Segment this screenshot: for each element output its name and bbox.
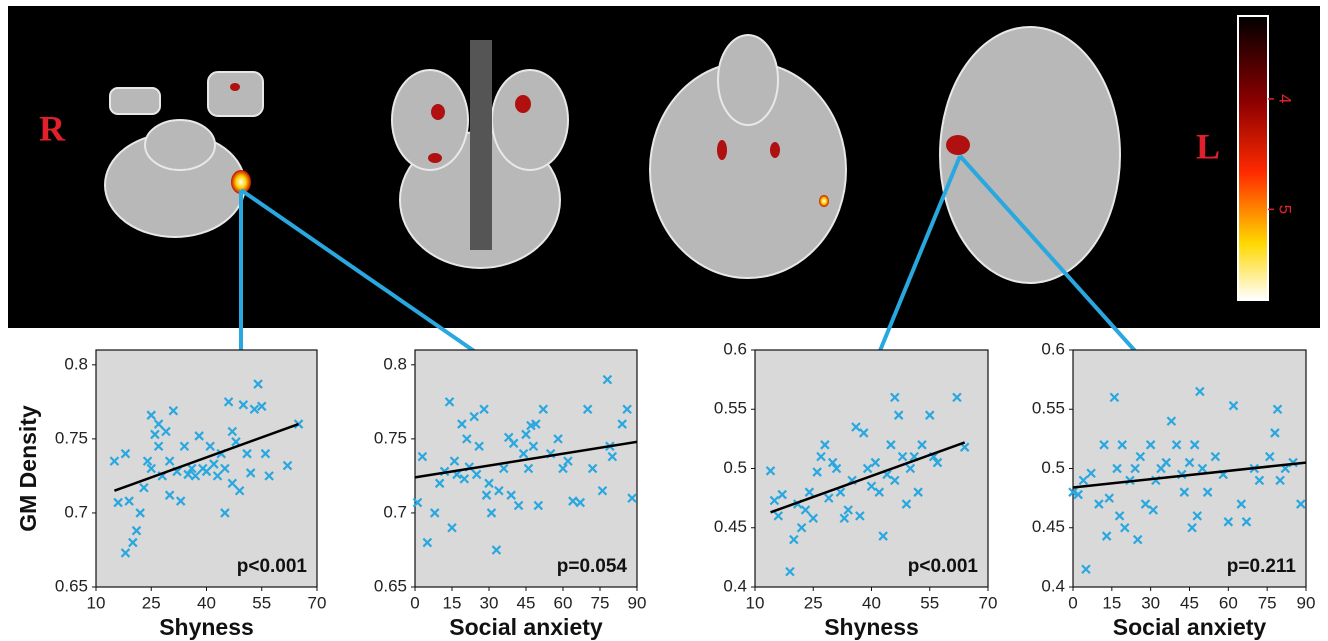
- x-tick-label: 30: [480, 593, 499, 612]
- y-tick-label: 0.5: [723, 458, 747, 477]
- x-tick-label: 90: [628, 593, 647, 612]
- y-tick-label: 0.8: [383, 354, 407, 373]
- x-tick-label: 45: [1180, 593, 1199, 612]
- x-tick-label: 25: [142, 593, 161, 612]
- y-axis-label: GM Density: [15, 405, 41, 532]
- x-tick-label: 40: [862, 593, 881, 612]
- colorbar: [1238, 16, 1268, 300]
- y-tick-label: 0.75: [55, 428, 88, 447]
- x-axis-label: Shyness: [159, 614, 254, 640]
- y-tick-label: 0.4: [723, 576, 747, 595]
- x-tick-label: 70: [979, 593, 998, 612]
- brain-panel: R L: [8, 6, 1320, 328]
- y-tick-label: 0.6: [723, 339, 747, 358]
- y-tick-label: 0.8: [64, 354, 88, 373]
- y-tick-label: 0.65: [55, 576, 88, 595]
- y-tick-label: 0.65: [374, 576, 407, 595]
- x-tick-label: 90: [1297, 593, 1316, 612]
- side-label: R: [39, 108, 66, 148]
- x-tick-label: 0: [410, 593, 419, 612]
- annotation: p<0.001: [908, 556, 979, 577]
- x-tick-label: 45: [517, 593, 536, 612]
- x-tick-label: 40: [197, 593, 216, 612]
- x-tick-label: 70: [308, 593, 327, 612]
- y-tick-label: 0.5: [1041, 458, 1065, 477]
- x-tick-label: 30: [1141, 593, 1160, 612]
- x-tick-label: 0: [1068, 593, 1077, 612]
- x-axis-label: Shyness: [824, 614, 919, 640]
- x-axis-label: Social anxiety: [449, 614, 603, 640]
- x-tick-label: 60: [1219, 593, 1238, 612]
- x-tick-label: 15: [1102, 593, 1121, 612]
- annotation: p<0.001: [237, 556, 308, 577]
- slice-4: [940, 27, 1120, 283]
- x-tick-label: 55: [920, 593, 939, 612]
- y-tick-label: 0.55: [714, 399, 747, 418]
- annotation: p=0.054: [557, 556, 628, 577]
- x-tick-label: 25: [804, 593, 823, 612]
- slice-2: [392, 40, 568, 268]
- x-tick-label: 10: [746, 593, 765, 612]
- x-tick-label: 75: [591, 593, 610, 612]
- y-tick-label: 0.6: [1041, 339, 1065, 358]
- annotation: p=0.211: [1227, 556, 1297, 577]
- x-tick-label: 55: [252, 593, 271, 612]
- x-tick-label: 10: [87, 593, 106, 612]
- y-tick-label: 0.75: [374, 428, 407, 447]
- y-tick-label: 0.45: [1032, 517, 1065, 536]
- plot-area: [755, 350, 988, 587]
- plot-area: [1073, 350, 1306, 587]
- y-tick-label: 0.7: [383, 502, 407, 521]
- side-label: L: [1196, 126, 1220, 166]
- x-tick-label: 75: [1258, 593, 1277, 612]
- x-tick-label: 15: [443, 593, 462, 612]
- colorbar-tick-label: 5: [1276, 205, 1295, 214]
- x-axis-label: Social anxiety: [1113, 614, 1267, 640]
- y-tick-label: 0.45: [714, 517, 747, 536]
- colorbar-tick-label: 4: [1276, 94, 1295, 103]
- y-tick-label: 0.4: [1041, 576, 1065, 595]
- x-tick-label: 60: [554, 593, 573, 612]
- y-tick-label: 0.55: [1032, 399, 1065, 418]
- figure: R L 450.650.70.750.81025405570p<0.001Shy…: [0, 0, 1328, 641]
- y-tick-label: 0.7: [64, 502, 88, 521]
